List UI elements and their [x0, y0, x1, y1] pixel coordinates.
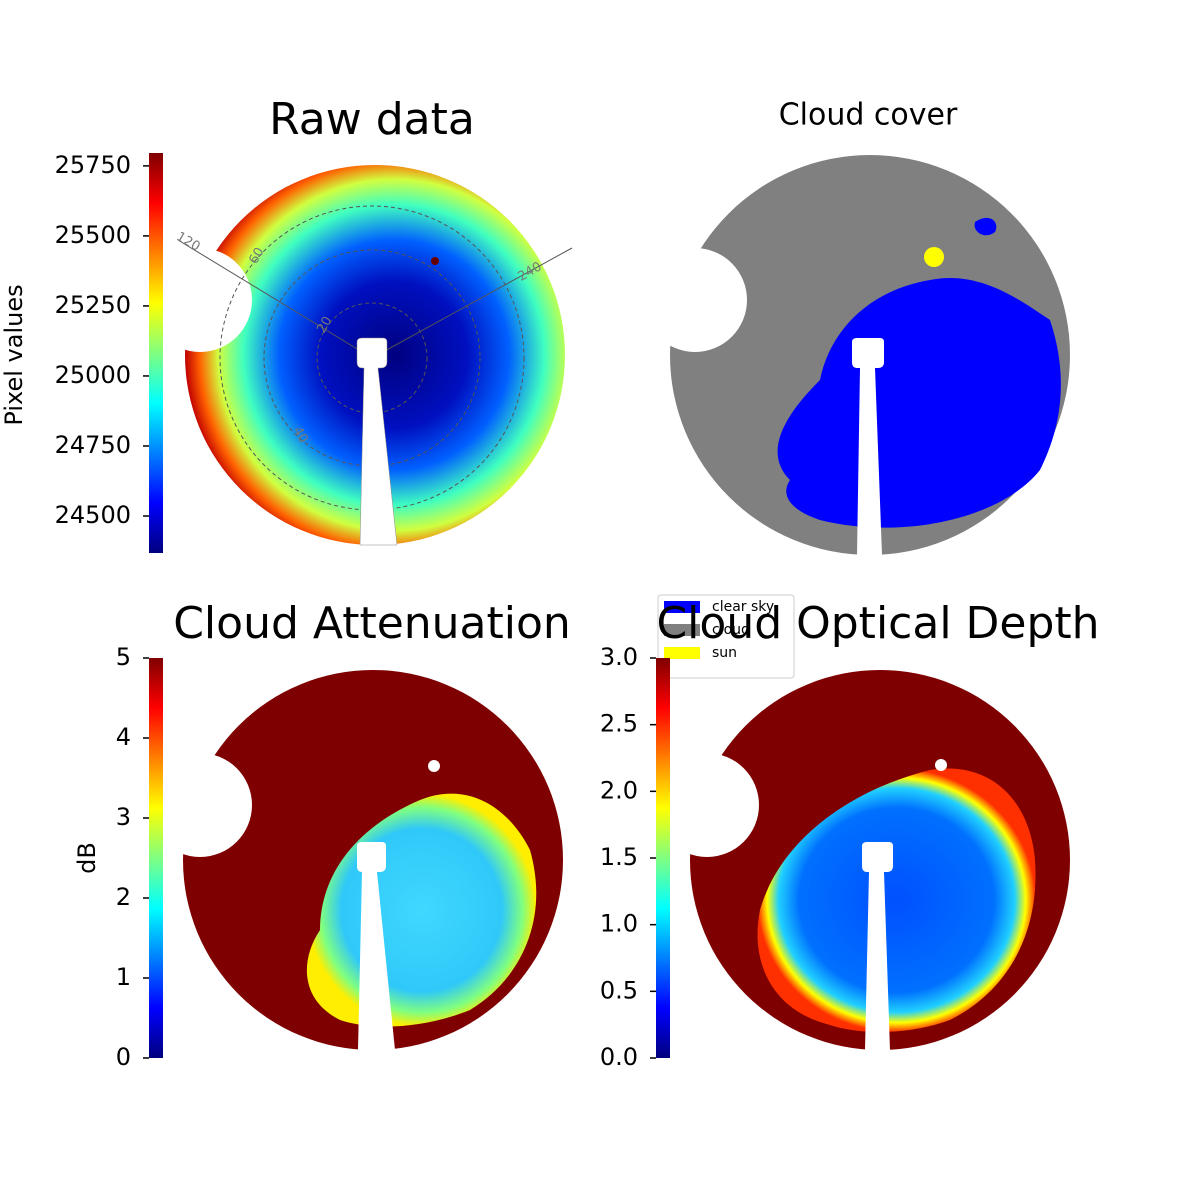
legend-swatch — [664, 647, 700, 659]
colorbar — [656, 658, 670, 1058]
legend-swatch — [664, 624, 700, 636]
tick-label: 1.5 — [600, 843, 638, 871]
tick-label: 2 — [116, 883, 131, 911]
legend-label: clear sky — [712, 599, 774, 615]
polar-annotation: 60 — [246, 245, 267, 267]
panel-title: Raw data — [269, 94, 475, 145]
polar-annotation: 20 — [314, 314, 335, 336]
tick-label: 0 — [116, 1043, 131, 1071]
tick-label: 0.5 — [600, 976, 638, 1004]
cloud-cover-image — [643, 155, 1070, 555]
polar-annotation: 40 — [289, 424, 310, 446]
optical-depth-image — [655, 670, 1070, 1050]
tick-label: 4 — [116, 723, 131, 751]
colorbar — [149, 153, 163, 553]
colorbar-label: dB — [73, 842, 101, 874]
panel-title: Cloud Attenuation — [173, 598, 571, 649]
tick-label: 24500 — [55, 501, 131, 529]
tick-label: 25250 — [55, 291, 131, 319]
attenuation-image — [148, 670, 563, 1050]
tick-label: 3.0 — [600, 643, 638, 671]
tick-label: 25000 — [55, 361, 131, 389]
panel-title: Cloud cover — [779, 98, 958, 133]
tick-label: 3 — [116, 803, 131, 831]
legend-swatch — [664, 601, 700, 613]
legend-label: cloud — [712, 622, 750, 638]
raw-image — [148, 165, 573, 546]
colorbar — [149, 658, 163, 1058]
colorbar-label: Pixel values — [0, 284, 28, 425]
tick-label: 25500 — [55, 221, 131, 249]
legend-label: sun — [712, 645, 737, 661]
tick-label: 1 — [116, 963, 131, 991]
panel-title: Cloud Optical Depth — [656, 598, 1099, 649]
tick-label: 24750 — [55, 431, 131, 459]
tick-label: 0.0 — [600, 1043, 638, 1071]
tick-label: 25750 — [55, 151, 131, 179]
tick-label: 2.5 — [600, 710, 638, 738]
tick-label: 2.0 — [600, 776, 638, 804]
tick-label: 5 — [116, 643, 131, 671]
tick-label: 1.0 — [600, 910, 638, 938]
